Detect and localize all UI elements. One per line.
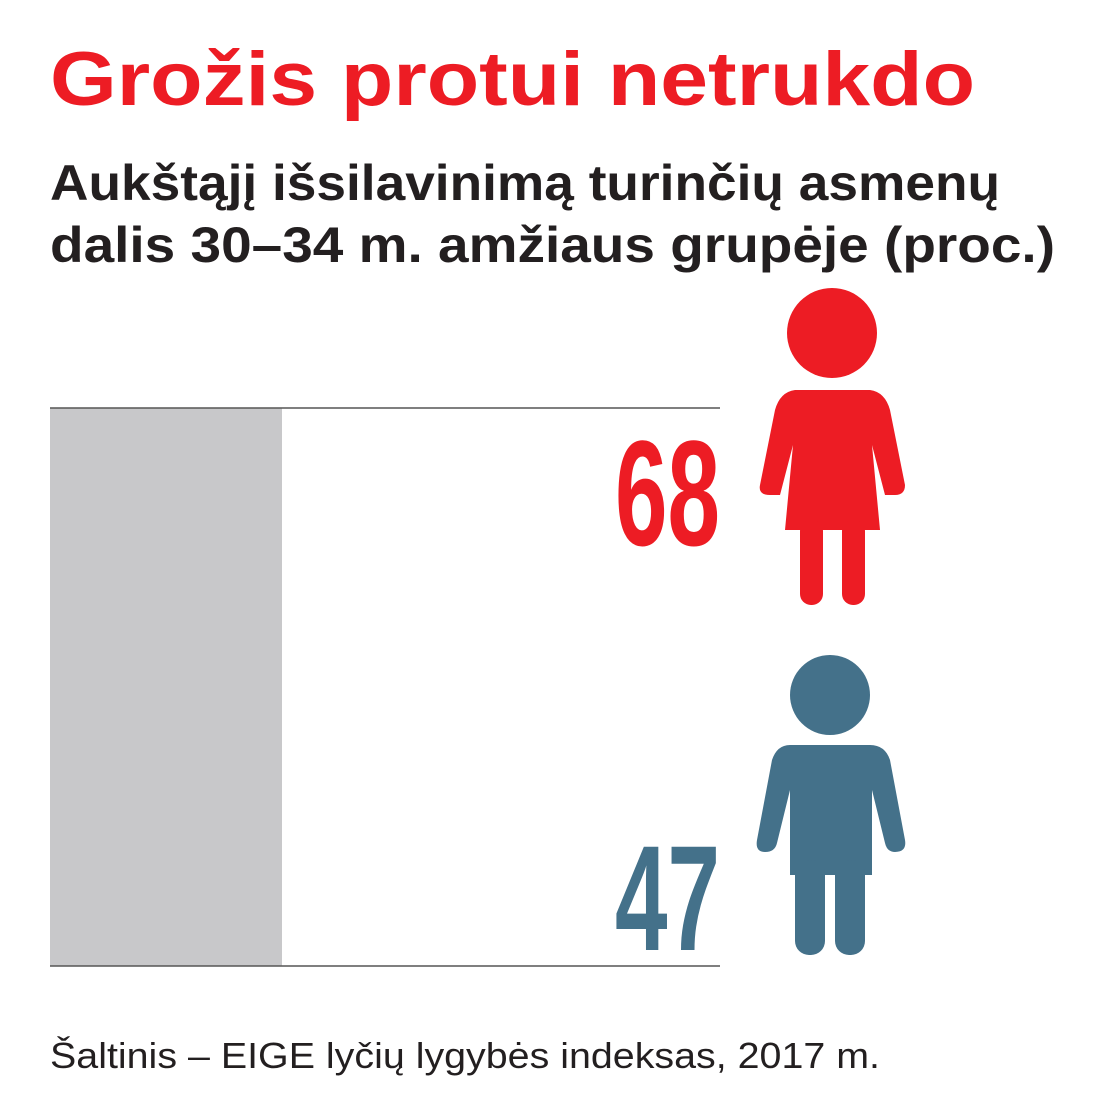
figure-icon — [756, 655, 906, 955]
icon-leg — [800, 520, 823, 605]
icon-leg — [842, 520, 865, 605]
icon-leg — [835, 860, 865, 955]
subtitle-line: Aukštąjį išsilavinimą turinčių asmenų — [50, 155, 1000, 211]
subtitle-line: dalis 30–34 m. amžiaus grupėje (proc.) — [50, 217, 1055, 273]
icon-leg — [795, 860, 825, 955]
source-note: Šaltinis – EIGE lyčių lygybės indeksas, … — [50, 1035, 880, 1076]
icon-head — [790, 655, 870, 735]
icon-head — [787, 288, 877, 378]
icons — [756, 288, 906, 955]
value-label: 47 — [615, 814, 720, 982]
decor-band — [50, 408, 282, 966]
icon-body — [759, 390, 905, 530]
value-label: 68 — [615, 409, 720, 577]
chart-title: Grožis protui netrukdo — [50, 37, 975, 122]
figure-icon — [759, 288, 905, 605]
icon-body — [756, 745, 906, 875]
